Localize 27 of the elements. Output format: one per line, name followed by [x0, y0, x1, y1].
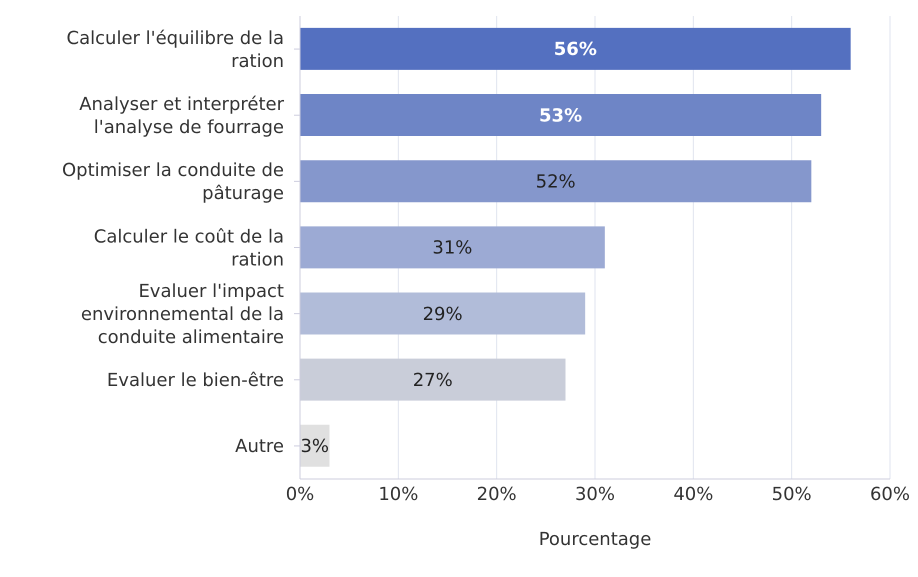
- y-tick-label: Analyser et interpréter l'analyse de fourrage: [79, 94, 285, 138]
- y-tick-label: Autre: [235, 436, 284, 458]
- data-label: 56%: [554, 39, 597, 60]
- data-label: 29%: [422, 304, 463, 325]
- x-tick-label: 10%: [378, 484, 418, 505]
- data-label: 27%: [412, 370, 453, 391]
- x-tick-label: 60%: [870, 484, 910, 505]
- y-tick-label: Calculer le coût de la ration: [94, 226, 284, 270]
- data-label: 31%: [432, 238, 472, 259]
- data-label: 52%: [536, 171, 576, 192]
- x-axis-title: Pourcentage: [538, 529, 652, 550]
- bar: [300, 28, 851, 70]
- bar: [300, 160, 812, 202]
- y-tick-label: Calculer l'équilibre de la ration: [66, 28, 284, 72]
- y-tick-label: Optimiser la conduite de pâturage: [62, 160, 284, 204]
- data-label: 53%: [539, 105, 582, 126]
- x-tick-label: 20%: [476, 484, 517, 505]
- y-tick-label: Evaluer l'impact environnemental de la conduite alimentaire: [80, 280, 284, 348]
- x-tick-label: 40%: [673, 484, 714, 505]
- bar: [300, 94, 822, 136]
- x-tick-label: 0%: [286, 484, 314, 505]
- bar: [300, 292, 586, 334]
- y-tick-label: Evaluer le bien-être: [106, 370, 284, 392]
- x-tick-label: 30%: [574, 484, 616, 505]
- bar: [300, 226, 605, 268]
- data-label: 3%: [300, 436, 330, 458]
- x-tick-label: 50%: [772, 484, 812, 505]
